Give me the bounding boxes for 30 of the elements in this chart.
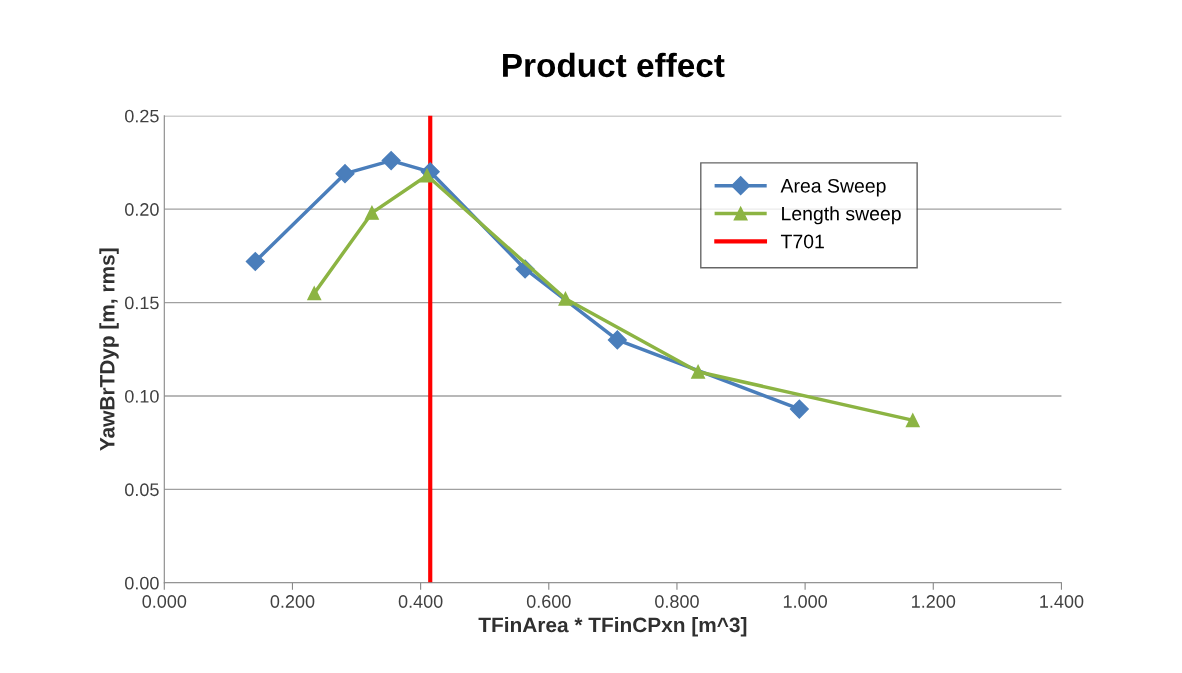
point (905, 413, 920, 428)
point (558, 291, 573, 306)
x-tick-label: 1.000 (783, 595, 827, 608)
point (691, 364, 706, 379)
point (607, 330, 627, 350)
point (364, 205, 379, 220)
x-tick-label: 1.200 (912, 595, 956, 608)
point (245, 251, 265, 272)
y-tick-label: 0.20 (125, 203, 159, 216)
y-axis-title: YawBrTDyp [m, rms] (99, 248, 119, 451)
x-tick-label: 0.400 (398, 595, 443, 608)
x-tick-label: 0.800 (655, 595, 699, 608)
x-tick-label: 0.200 (270, 595, 315, 608)
x-tick-label: 1.400 (1040, 595, 1084, 608)
legend-label: T701 (780, 234, 824, 249)
x-axis-title: TFinArea * TFinCPxn [m^3] (478, 617, 747, 637)
x-tick-label: 0.000 (142, 595, 187, 608)
y-tick-label: 0.10 (125, 389, 159, 403)
y-tick-label: 0.15 (125, 296, 159, 310)
point (789, 399, 809, 419)
point (335, 164, 355, 184)
chart-title: Product effect (503, 52, 725, 78)
legend-label: Length sweep (782, 206, 901, 225)
point (307, 286, 322, 301)
legend-label: Area Sweep (780, 178, 886, 197)
y-tick-label: 0.00 (125, 576, 159, 590)
point (381, 151, 401, 171)
y-tick-label: 0.05 (125, 483, 159, 497)
x-tick-label: 0.600 (526, 595, 571, 608)
y-tick-label: 0.25 (125, 109, 159, 123)
